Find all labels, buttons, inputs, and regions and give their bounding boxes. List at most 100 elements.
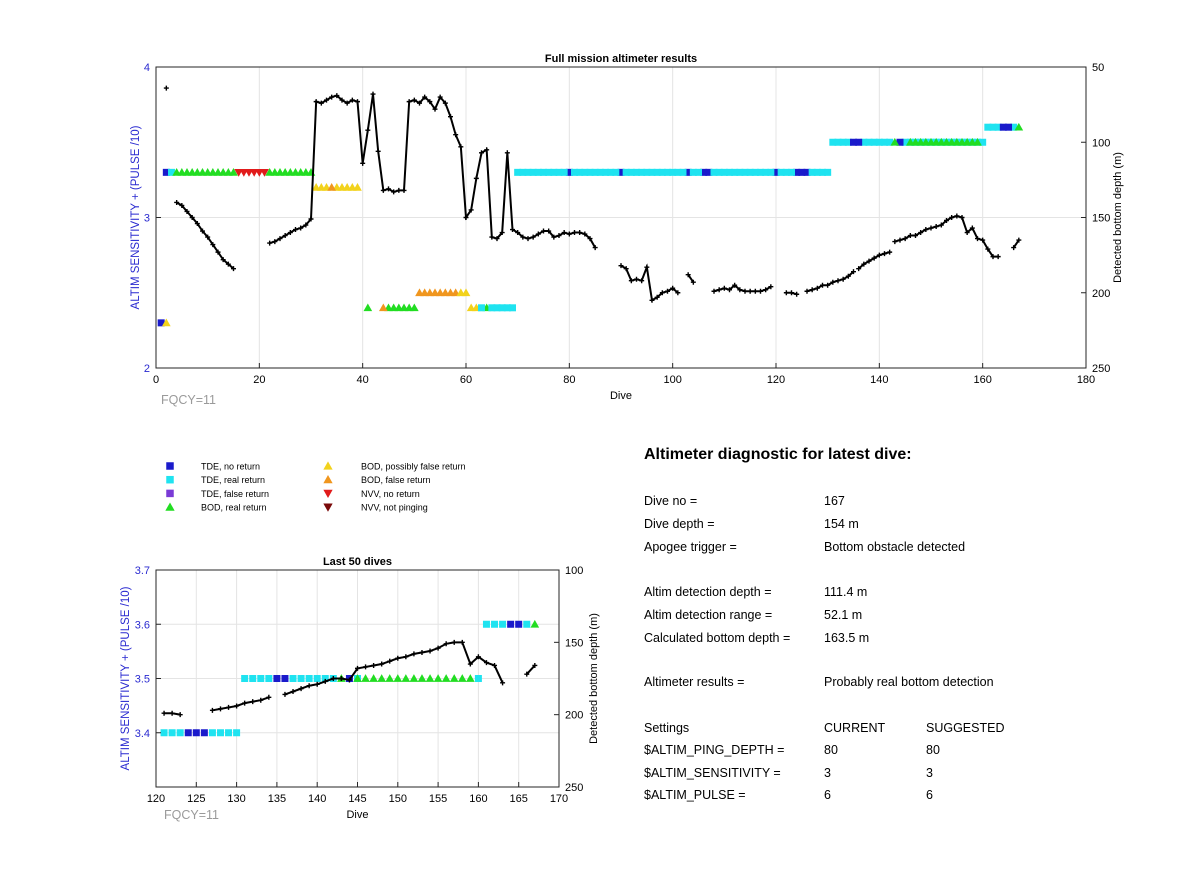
depth-line: [687, 274, 695, 283]
depth-point: [887, 249, 893, 255]
marker-tde-no: [793, 168, 801, 176]
depth-point: [314, 681, 320, 687]
depth-point: [804, 288, 810, 294]
depth-point: [437, 94, 443, 100]
depth-point: [500, 680, 506, 686]
depth-point: [266, 694, 272, 700]
depth-point: [851, 269, 856, 275]
depth-point: [489, 234, 495, 240]
depth-point: [451, 639, 457, 645]
marker-tde-real: [741, 168, 749, 176]
mission-fqcy-annotation: FQCY=11: [161, 393, 216, 407]
marker-tde-real: [168, 729, 176, 737]
depth-point: [492, 662, 498, 668]
depth-point: [649, 297, 655, 303]
depth-point: [484, 147, 490, 153]
marker-tde-no: [184, 729, 192, 737]
x-tick-label: 100: [663, 374, 681, 386]
depth-point: [954, 213, 960, 219]
marker-tde-no: [200, 729, 208, 737]
depth-point: [468, 207, 474, 213]
depth-point: [897, 237, 903, 243]
depth-point: [448, 114, 453, 120]
marker-tde-real: [627, 168, 635, 176]
last50-y-label: ALTIM SENSITIVITY + (PULSE /10): [120, 586, 132, 770]
depth-point: [422, 94, 428, 100]
depth-line: [1012, 239, 1020, 249]
depth-point: [467, 661, 473, 667]
marker-tde-no: [162, 168, 170, 176]
depth-point: [370, 91, 376, 97]
depth-point: [290, 689, 296, 695]
depth-point: [670, 285, 676, 291]
depth-point: [949, 215, 955, 220]
y2-tick-label: 250: [565, 782, 583, 794]
depth-point: [592, 245, 598, 251]
depth-point: [318, 100, 324, 106]
ping-depth-label: $ALTIM_PING_DEPTH =: [644, 743, 785, 757]
depth-point: [334, 93, 340, 99]
x-tick-label: 120: [767, 374, 785, 386]
altimeter-results-value: Probably real bottom detection: [824, 675, 994, 689]
x-tick-label: 20: [253, 374, 265, 386]
marker-tde-no: [281, 675, 289, 682]
depth-point: [287, 230, 293, 236]
depth-point: [396, 187, 402, 193]
marker-bod-real: [401, 674, 411, 682]
marker-bod-possibly-false: [461, 288, 471, 297]
depth-point: [209, 707, 215, 713]
marker-bod-false: [378, 303, 388, 312]
marker-tde-real: [901, 138, 909, 146]
depth-point: [220, 257, 226, 263]
depth-point: [163, 85, 169, 91]
depth-point: [747, 288, 753, 294]
x-tick-label: 140: [870, 374, 888, 386]
marker-bod-real: [353, 674, 362, 682]
marker-tde-real: [751, 168, 759, 176]
depth-point: [194, 221, 200, 227]
marker-tde-real: [1010, 123, 1018, 131]
marker-tde-real: [289, 675, 297, 682]
marker-tde-real: [638, 168, 646, 176]
depth-point: [365, 127, 371, 133]
marker-tde-real: [648, 168, 656, 176]
marker-bod-real: [890, 137, 900, 146]
depth-point: [371, 662, 377, 668]
altimeter-results-label: Altimeter results =: [644, 675, 745, 689]
marker-tde-real: [560, 168, 568, 176]
depth-point: [532, 662, 538, 668]
ping-depth-current: 80: [824, 743, 838, 757]
legend-label: NVV, no return: [361, 489, 420, 499]
depth-point: [524, 671, 530, 677]
marker-tde-no: [855, 138, 863, 146]
marker-tde-no: [999, 123, 1007, 131]
depth-point: [918, 230, 924, 236]
depth-point: [226, 704, 232, 710]
marker-tde-real: [669, 168, 677, 176]
x-tick-label: 0: [153, 374, 159, 386]
settings-label: Settings: [644, 721, 690, 735]
marker-tde-real: [581, 168, 589, 176]
depth-point: [200, 228, 205, 234]
dive-no-value: 167: [824, 494, 845, 508]
depth-point: [463, 215, 469, 220]
marker-tde-real: [540, 168, 547, 176]
depth-point: [634, 276, 639, 282]
depth-point: [174, 199, 180, 205]
depth-point: [913, 233, 918, 239]
depth-point: [969, 225, 975, 231]
depth-point: [964, 230, 970, 236]
depth-point: [442, 100, 448, 106]
marker-tde-no: [166, 462, 174, 470]
suggested-header: SUGGESTED: [926, 721, 1005, 735]
depth-point: [435, 645, 441, 651]
y-tick-label: 4: [144, 62, 150, 74]
marker-tde-no: [850, 138, 857, 146]
depth-point: [344, 100, 350, 106]
depth-point: [944, 218, 949, 224]
marker-bod-real: [530, 619, 540, 628]
mission-chart: 0 20 40 60 80 100 120 140 160 180 2 3 4 50 100 150 200 25…: [130, 53, 1124, 407]
marker-tde-real: [788, 168, 795, 176]
marker-tde-real: [216, 729, 224, 737]
depth-point: [403, 654, 409, 660]
